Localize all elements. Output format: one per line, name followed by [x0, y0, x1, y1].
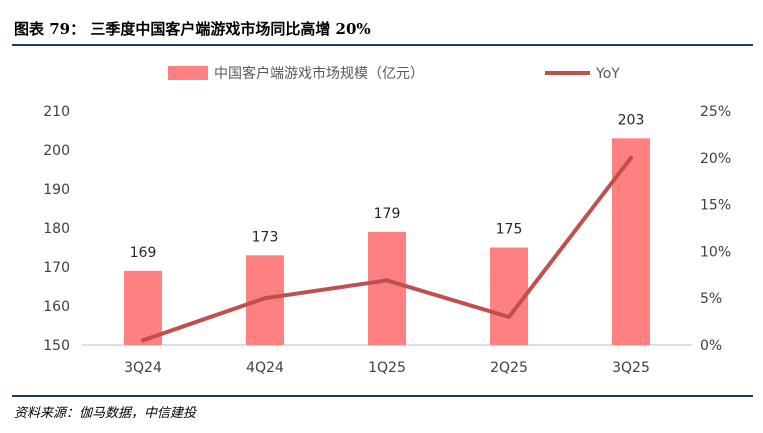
- bar: [612, 138, 650, 345]
- bar-value-label: 179: [374, 206, 401, 222]
- x-axis-ticks: 3Q24 4Q24 1Q25 2Q25 3Q25: [124, 360, 650, 376]
- left-tick-label: 200: [43, 143, 70, 159]
- legend-bar-label: 中国客户端游戏市场规模（亿元）: [214, 65, 424, 82]
- yoy-line-series: [141, 155, 633, 343]
- right-tick-label: 20%: [700, 151, 731, 167]
- right-tick-label: 25%: [700, 104, 731, 120]
- bar: [124, 270, 162, 345]
- right-axis-ticks: 0% 5% 10% 15% 20% 25%: [700, 104, 731, 354]
- right-tick-label: 15%: [700, 198, 731, 214]
- x-tick-label: 1Q25: [368, 360, 406, 376]
- bar-series: [124, 138, 650, 345]
- title-rule: [12, 44, 753, 46]
- right-tick-label: 10%: [700, 244, 731, 260]
- yoy-point: [263, 296, 267, 301]
- x-tick-label: 2Q25: [490, 360, 528, 376]
- bar-value-label: 169: [130, 245, 157, 261]
- bar-value-label: 173: [252, 229, 279, 245]
- right-tick-label: 5%: [700, 291, 722, 307]
- source-note: 资料来源：伽马数据，中信建投: [14, 406, 197, 421]
- yoy-point: [507, 314, 511, 319]
- legend-line-label: YoY: [595, 66, 620, 82]
- x-tick-label: 3Q24: [124, 360, 162, 376]
- legend: 中国客户端游戏市场规模（亿元） YoY: [168, 65, 620, 82]
- left-axis-ticks: 150 160 170 180 190 200 210: [43, 104, 70, 354]
- left-tick-label: 170: [43, 260, 70, 276]
- source-rule: [12, 395, 753, 397]
- left-tick-label: 190: [43, 182, 70, 198]
- legend-bar-swatch: [168, 66, 208, 80]
- bar: [368, 231, 406, 345]
- x-tick-label: 3Q25: [612, 360, 650, 376]
- bar-value-labels: 169 173 179 175 203: [130, 112, 645, 261]
- bar: [490, 247, 528, 345]
- left-tick-label: 180: [43, 221, 70, 237]
- right-tick-label: 0%: [700, 338, 722, 354]
- combo-chart: 中国客户端游戏市场规模（亿元） YoY 150 160 170 180 190 200 21…: [43, 65, 731, 376]
- left-tick-label: 210: [43, 104, 70, 120]
- bar-value-label: 175: [496, 222, 523, 238]
- left-tick-label: 160: [43, 299, 70, 315]
- yoy-point: [141, 338, 145, 343]
- bar-value-label: 203: [618, 112, 645, 128]
- x-tick-label: 4Q24: [246, 360, 284, 376]
- yoy-point: [385, 278, 389, 283]
- left-tick-label: 150: [43, 338, 70, 354]
- figure-title: 图表 79： 三季度中国客户端游戏市场同比高增 20%: [14, 20, 371, 38]
- yoy-point: [629, 155, 633, 160]
